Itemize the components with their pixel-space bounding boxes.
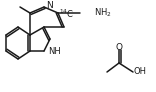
Text: OH: OH	[134, 68, 147, 77]
Text: $^{14}$C: $^{14}$C	[59, 8, 74, 20]
Text: NH$_2$: NH$_2$	[94, 7, 112, 19]
Text: O: O	[115, 43, 122, 52]
Text: N: N	[46, 1, 53, 10]
Text: NH: NH	[48, 47, 61, 56]
